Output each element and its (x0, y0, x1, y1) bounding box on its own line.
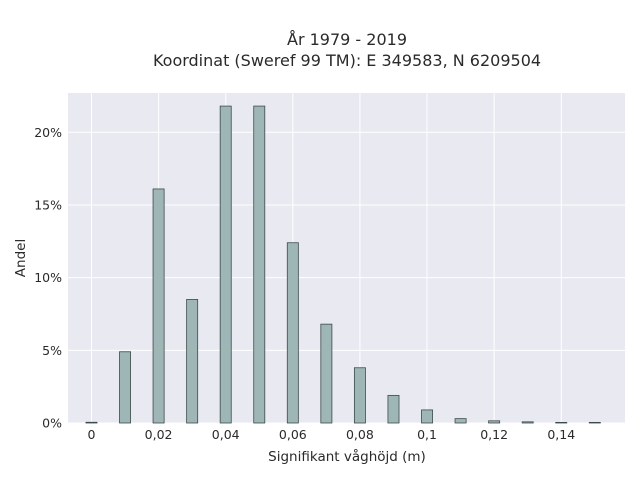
histogram-bar (219, 105, 232, 424)
x-tick-label: 0,08 (346, 427, 374, 442)
histogram-bar (353, 367, 366, 424)
x-tick-label: 0,12 (480, 427, 508, 442)
x-tick-label: 0 (88, 427, 96, 442)
y-tick-label: 20% (34, 125, 62, 140)
histogram-bar (253, 105, 266, 424)
histogram-bar (387, 394, 400, 424)
histogram-bar (119, 351, 131, 424)
histogram-bar (85, 421, 98, 424)
y-tick-label: 15% (34, 197, 62, 212)
x-tick-label: 0,06 (279, 427, 307, 442)
y-axis-label: Andel (13, 239, 29, 277)
histogram-bar (152, 188, 165, 424)
histogram-bar (521, 421, 534, 424)
x-axis-label: Signifikant våghöjd (m) (268, 448, 426, 465)
x-tick-label: 0,1 (417, 427, 437, 442)
histogram-bar (588, 421, 601, 424)
histogram-bar (186, 299, 199, 424)
plot-area (68, 93, 625, 423)
histogram-bar (488, 420, 501, 424)
y-tick-label: 10% (34, 270, 62, 285)
histogram-bar (320, 323, 333, 424)
x-tick-labels: 0 0,02 0,04 0,06 0,08 0,1 0,12 0,14 (88, 427, 576, 442)
x-tick-label: 0,14 (547, 427, 575, 442)
histogram-bar (421, 409, 433, 424)
bars-group (85, 105, 601, 424)
histogram-bar (286, 242, 299, 424)
chart-title-line1: År 1979 - 2019 (287, 30, 407, 49)
chart-title-line2: Koordinat (Sweref 99 TM): E 349583, N 62… (153, 51, 541, 70)
x-tick-label: 0,04 (212, 427, 240, 442)
y-tick-labels: 0% 5% 10% 15% 20% (34, 125, 62, 431)
y-tick-label: 0% (42, 416, 62, 431)
histogram-bar (555, 421, 568, 424)
x-tick-label: 0,02 (145, 427, 173, 442)
y-tick-label: 5% (42, 343, 62, 358)
histogram-bar (454, 418, 467, 424)
